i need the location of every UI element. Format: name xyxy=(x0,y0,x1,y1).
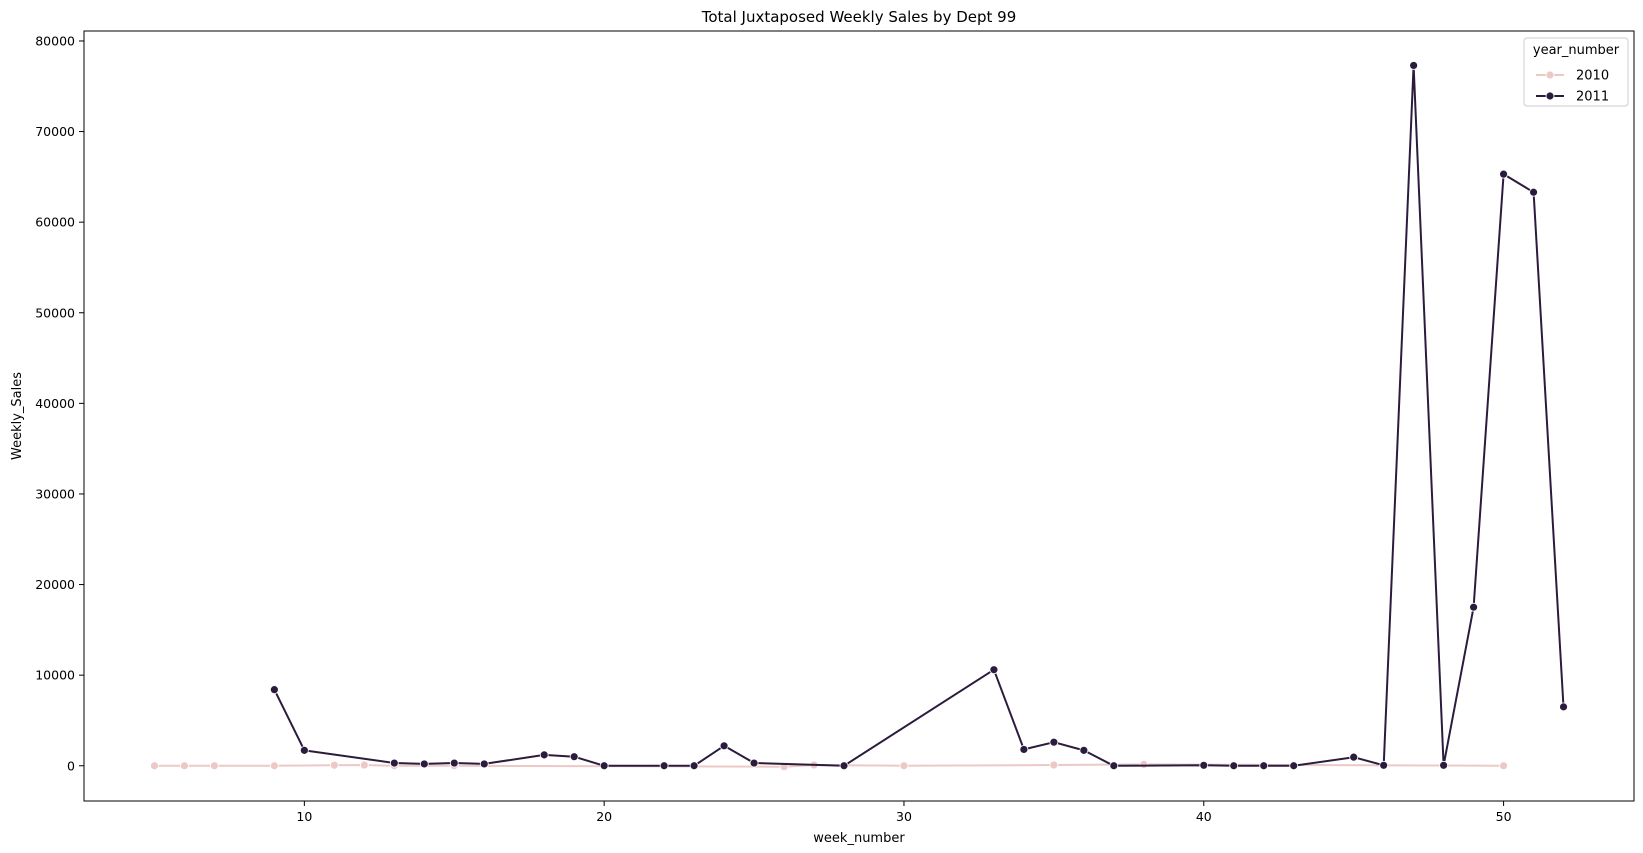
y-tick-label: 40000 xyxy=(35,396,75,411)
data-point-2011 xyxy=(1379,760,1389,770)
data-point-2010 xyxy=(210,761,219,771)
data-point-2010 xyxy=(1139,759,1149,769)
data-point-2011 xyxy=(539,750,549,760)
legend-label-2010: 2010 xyxy=(1576,69,1609,84)
data-point-2011 xyxy=(1529,187,1538,197)
data-point-2011 xyxy=(479,759,489,769)
data-point-2011 xyxy=(599,761,609,771)
x-tick-label: 20 xyxy=(596,809,612,824)
y-tick-label: 30000 xyxy=(35,486,75,501)
legend-marker-2011 xyxy=(1545,91,1555,101)
data-point-2010 xyxy=(1049,760,1059,770)
chart-title: Total Juxtaposed Weekly Sales by Dept 99 xyxy=(701,8,1017,26)
data-point-2011 xyxy=(1229,761,1239,771)
x-axis-label: week_number xyxy=(813,831,905,846)
data-point-2010 xyxy=(329,760,339,770)
legend-box xyxy=(1523,37,1629,107)
data-point-2011 xyxy=(659,761,669,771)
legend-label-2011: 2011 xyxy=(1576,90,1609,105)
y-tick-label: 10000 xyxy=(35,668,75,683)
data-point-2011 xyxy=(1109,761,1119,771)
x-tick-label: 40 xyxy=(1196,809,1212,824)
data-point-2011 xyxy=(569,752,579,762)
data-point-2011 xyxy=(689,761,699,771)
y-tick-label: 20000 xyxy=(35,577,75,592)
data-point-2010 xyxy=(150,761,159,771)
x-tick-label: 50 xyxy=(1496,809,1512,824)
x-tick-label: 10 xyxy=(296,809,312,824)
legend-marker-2010 xyxy=(1545,70,1555,80)
x-tick-label: 30 xyxy=(896,809,912,824)
data-point-2011 xyxy=(989,665,999,675)
data-point-2010 xyxy=(899,761,909,771)
data-point-2011 xyxy=(1289,761,1299,771)
data-point-2011 xyxy=(1559,702,1568,712)
data-point-2011 xyxy=(1469,602,1479,612)
data-point-2011 xyxy=(1439,760,1449,770)
y-tick-label: 70000 xyxy=(35,124,75,139)
data-point-2011 xyxy=(1499,169,1508,179)
legend-title: year_number xyxy=(1533,43,1620,58)
data-point-2011 xyxy=(449,758,459,768)
data-point-2011 xyxy=(1259,761,1269,771)
data-point-2010 xyxy=(269,761,279,771)
series-layer xyxy=(150,61,1568,772)
series-line-2011 xyxy=(273,64,1565,767)
data-point-2011 xyxy=(839,761,849,771)
y-tick-label: 50000 xyxy=(35,305,75,320)
x-axis-ticks: 10 20 30 40 50 xyxy=(296,801,1512,824)
y-tick-label: 60000 xyxy=(35,215,75,230)
data-point-2011 xyxy=(719,741,729,751)
data-point-2011 xyxy=(269,685,279,695)
y-tick-label: 80000 xyxy=(35,33,75,48)
data-point-2011 xyxy=(419,759,429,769)
data-point-2011 xyxy=(299,745,309,755)
data-point-2010 xyxy=(180,761,189,771)
data-point-2011 xyxy=(1349,752,1359,762)
data-point-2011 xyxy=(1199,760,1209,770)
data-point-2010 xyxy=(1499,761,1508,771)
data-point-2011 xyxy=(1409,61,1419,70)
legend: year_number 2010 2011 xyxy=(1523,37,1629,107)
data-point-2011 xyxy=(1079,745,1089,755)
data-point-2011 xyxy=(1019,745,1029,754)
data-point-2011 xyxy=(389,758,399,768)
data-point-2011 xyxy=(749,758,759,768)
data-point-2010 xyxy=(359,760,369,770)
y-tick-label: 0 xyxy=(67,758,75,773)
y-axis-label: Weekly_Sales xyxy=(10,372,25,460)
data-point-2011 xyxy=(1049,737,1059,747)
plot-frame xyxy=(83,30,1635,802)
y-axis-ticks: 0 10000 20000 30000 40000 50000 60000 70000 8000… xyxy=(35,33,84,773)
